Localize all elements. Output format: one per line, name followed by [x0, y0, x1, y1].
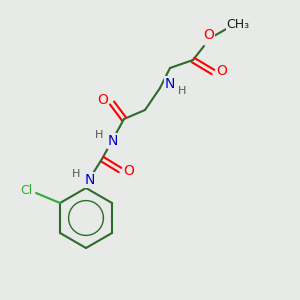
Text: O: O	[204, 28, 214, 42]
Text: N: N	[85, 173, 95, 187]
Text: N: N	[108, 134, 118, 148]
Text: N: N	[165, 77, 175, 91]
Text: H: H	[178, 86, 186, 96]
Text: Cl: Cl	[20, 184, 32, 196]
Text: O: O	[124, 164, 134, 178]
Text: O: O	[98, 93, 108, 107]
Text: H: H	[95, 130, 103, 140]
Text: CH₃: CH₃	[226, 19, 250, 32]
Text: H: H	[72, 169, 80, 179]
Text: O: O	[217, 64, 227, 78]
